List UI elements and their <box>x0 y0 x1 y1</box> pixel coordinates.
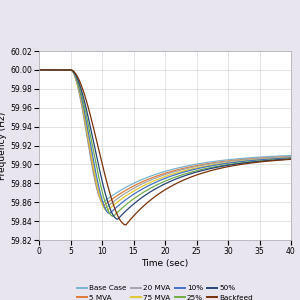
20 MVA <box>289 155 293 158</box>
5 MVA <box>153 175 157 178</box>
20 MVA <box>282 155 286 159</box>
20 MVA <box>153 176 157 180</box>
Base Case <box>50 68 54 72</box>
10% <box>289 156 293 160</box>
25% <box>160 181 164 184</box>
10% <box>153 181 157 184</box>
Y-axis label: Frequency (Hz): Frequency (Hz) <box>0 111 8 180</box>
Backfeed <box>236 163 239 167</box>
Base Case <box>37 68 41 72</box>
Line: Backfeed: Backfeed <box>39 70 291 225</box>
5 MVA <box>103 203 106 207</box>
75 MVA <box>282 156 286 160</box>
Legend: Base Case, 5 MVA, 20 MVA, 75 MVA, 10%, 25%, 50%, Backfeed: Base Case, 5 MVA, 20 MVA, 75 MVA, 10%, 2… <box>76 285 254 300</box>
50% <box>282 158 286 161</box>
75 MVA <box>50 68 54 72</box>
Backfeed <box>282 158 286 162</box>
Line: 10%: 10% <box>39 70 291 214</box>
25% <box>282 158 286 161</box>
20 MVA <box>236 159 239 162</box>
10% <box>282 156 286 160</box>
20 MVA <box>104 206 107 210</box>
10% <box>37 68 41 72</box>
5 MVA <box>236 158 239 162</box>
20 MVA <box>37 68 41 72</box>
Base Case <box>101 200 105 204</box>
Backfeed <box>282 158 286 162</box>
75 MVA <box>153 179 157 182</box>
20 MVA <box>50 68 54 72</box>
5 MVA <box>160 172 164 176</box>
Backfeed <box>50 68 54 72</box>
50% <box>116 218 119 221</box>
Backfeed <box>124 223 128 227</box>
25% <box>153 184 157 188</box>
10% <box>108 212 111 215</box>
75 MVA <box>289 156 293 160</box>
25% <box>289 157 293 161</box>
Base Case <box>160 171 164 174</box>
20 MVA <box>160 174 164 178</box>
75 MVA <box>37 68 41 72</box>
10% <box>50 68 54 72</box>
5 MVA <box>37 68 41 72</box>
Base Case <box>153 173 157 176</box>
25% <box>112 214 115 218</box>
Backfeed <box>37 68 41 72</box>
5 MVA <box>289 155 293 158</box>
20 MVA <box>282 155 286 159</box>
Line: 25%: 25% <box>39 70 291 216</box>
50% <box>236 162 239 166</box>
Line: Base Case: Base Case <box>39 70 291 202</box>
10% <box>282 156 286 160</box>
Line: 5 MVA: 5 MVA <box>39 70 291 205</box>
10% <box>236 160 239 164</box>
10% <box>160 178 164 181</box>
25% <box>50 68 54 72</box>
50% <box>282 158 286 161</box>
25% <box>236 161 239 165</box>
50% <box>160 184 164 187</box>
25% <box>37 68 41 72</box>
Line: 75 MVA: 75 MVA <box>39 70 291 211</box>
75 MVA <box>282 156 286 160</box>
X-axis label: Time (sec): Time (sec) <box>141 259 189 268</box>
Base Case <box>282 154 286 158</box>
Backfeed <box>153 195 157 198</box>
Base Case <box>289 154 293 157</box>
75 MVA <box>236 160 239 164</box>
75 MVA <box>105 209 109 212</box>
25% <box>282 158 286 161</box>
5 MVA <box>282 155 286 159</box>
5 MVA <box>50 68 54 72</box>
Backfeed <box>289 158 293 161</box>
50% <box>153 187 157 191</box>
Line: 20 MVA: 20 MVA <box>39 70 291 208</box>
Base Case <box>236 157 239 160</box>
Backfeed <box>160 190 164 194</box>
50% <box>289 157 293 161</box>
50% <box>37 68 41 72</box>
75 MVA <box>160 176 164 180</box>
5 MVA <box>282 155 286 159</box>
Base Case <box>282 154 286 158</box>
50% <box>50 68 54 72</box>
Line: 50%: 50% <box>39 70 291 219</box>
